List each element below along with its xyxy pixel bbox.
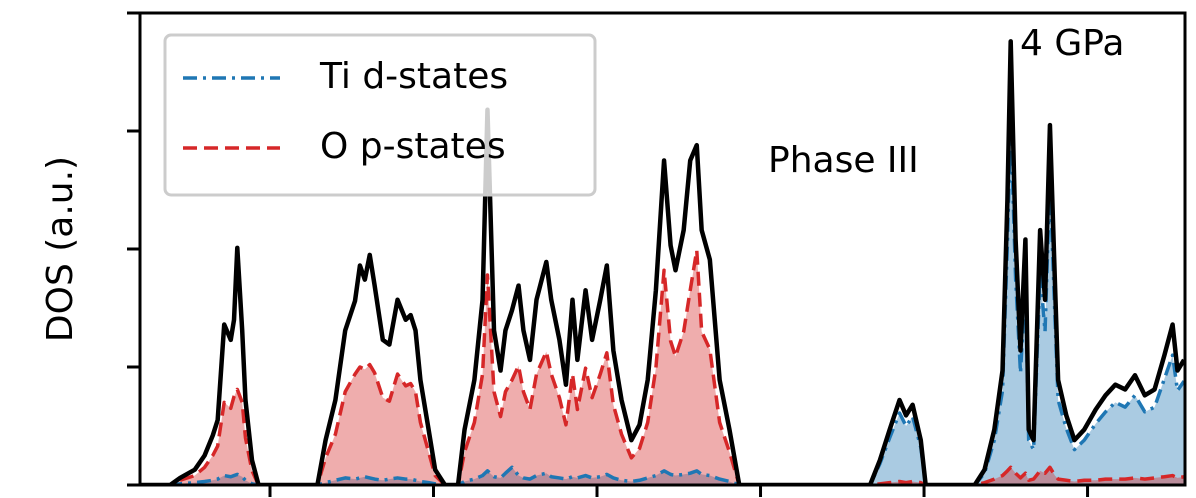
plot-area bbox=[140, 39, 1185, 485]
series-line bbox=[140, 117, 1185, 485]
annotation: Phase III bbox=[768, 140, 919, 181]
series-line bbox=[140, 248, 1185, 485]
annotation: 4 GPa bbox=[1020, 23, 1124, 64]
y-axis-label: DOS (a.u.) bbox=[40, 156, 81, 342]
legend-label: Ti d-states bbox=[319, 56, 508, 97]
legend-box bbox=[163, 33, 597, 197]
legend-label: O p-states bbox=[320, 126, 506, 167]
area-fill bbox=[140, 250, 1185, 485]
legend: Ti d-states O p-states bbox=[163, 33, 597, 197]
area-fill bbox=[140, 119, 1185, 485]
series-line bbox=[140, 39, 1185, 485]
axes bbox=[127, 11, 1187, 497]
